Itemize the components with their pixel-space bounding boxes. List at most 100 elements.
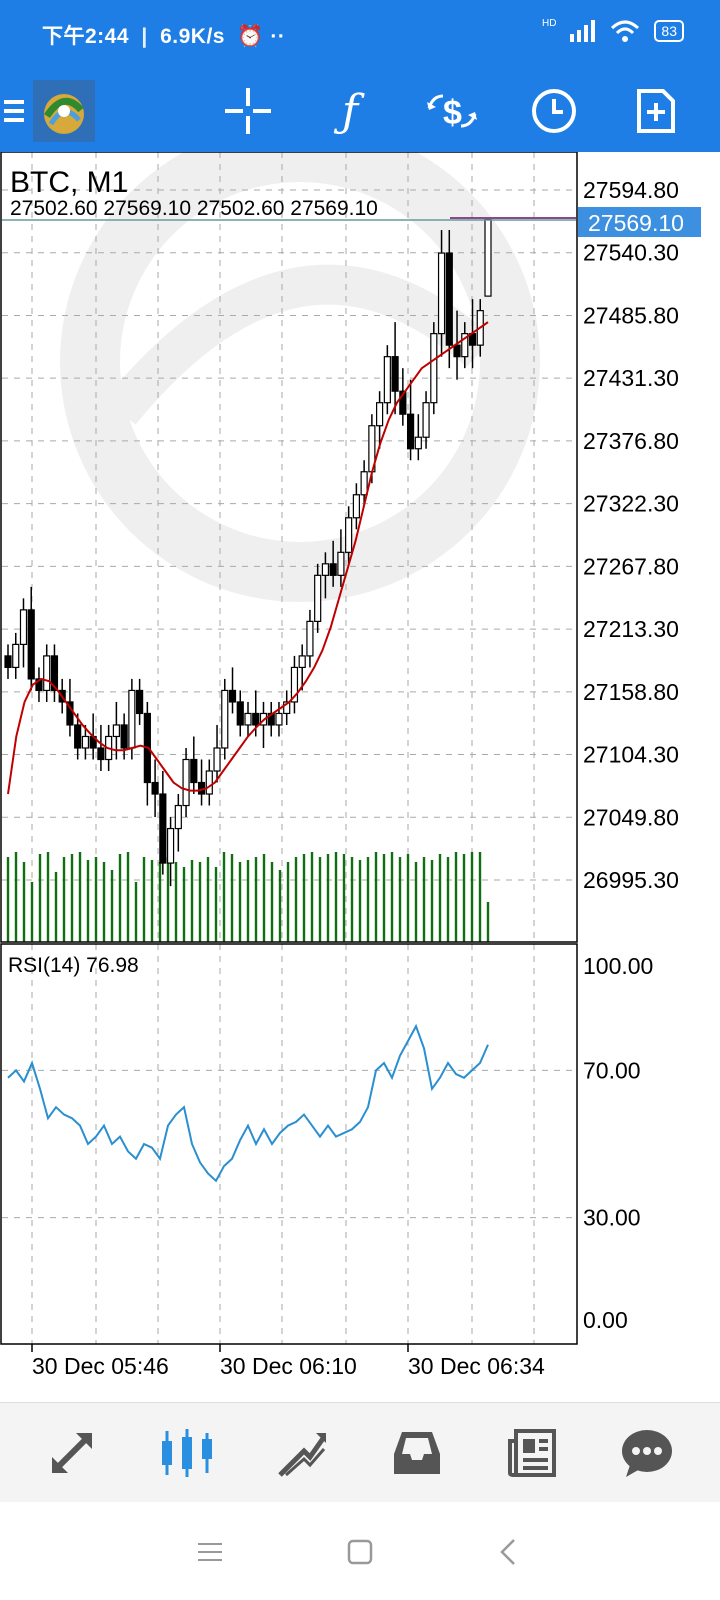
candle-body bbox=[120, 724, 128, 749]
volume-bar bbox=[366, 857, 370, 942]
messages-icon bbox=[622, 1430, 672, 1477]
chart-area[interactable]: 27594.80 27540.30 27485.80 27431.30 27376.80… bbox=[0, 122, 720, 1402]
price-tick-label: 26995.30 bbox=[583, 867, 679, 893]
volume-bar bbox=[14, 852, 18, 942]
chart-svg[interactable]: 27594.80 27540.30 27485.80 27431.30 27376.80… bbox=[0, 122, 720, 1402]
wifi-icon bbox=[611, 20, 640, 42]
volume-bar bbox=[174, 862, 178, 942]
volume-bar bbox=[454, 852, 458, 942]
volume-bar bbox=[6, 857, 10, 942]
candle-body bbox=[228, 689, 237, 703]
volume-bar bbox=[414, 862, 418, 942]
time-tick-label: 30 Dec 05:46 bbox=[32, 1353, 169, 1379]
nav-chart[interactable] bbox=[137, 1403, 237, 1503]
volume-bar bbox=[310, 852, 314, 942]
candle-body bbox=[283, 701, 291, 715]
volume-bar bbox=[318, 857, 322, 942]
nav-quotes[interactable] bbox=[22, 1403, 122, 1503]
volume-bar bbox=[470, 852, 474, 942]
back-icon bbox=[500, 1539, 515, 1565]
volume-bar bbox=[462, 854, 466, 942]
candle-body bbox=[306, 620, 314, 657]
menu-button[interactable] bbox=[0, 70, 30, 152]
candle-body bbox=[399, 390, 407, 415]
candle-body bbox=[112, 724, 120, 738]
volume-bar bbox=[350, 857, 354, 942]
candle-body bbox=[360, 471, 368, 496]
price-tick-label: 27431.30 bbox=[583, 365, 679, 391]
nav-trade[interactable] bbox=[252, 1403, 352, 1503]
news-icon bbox=[508, 1429, 556, 1477]
volume-bar bbox=[94, 857, 98, 942]
alarm-icon: ⏰ bbox=[237, 25, 264, 48]
nav-history[interactable] bbox=[367, 1403, 467, 1503]
candle-body bbox=[151, 781, 159, 795]
more-icon: ·· bbox=[270, 25, 286, 48]
volume-bar bbox=[230, 854, 234, 942]
time-tick-label: 30 Dec 06:34 bbox=[408, 1353, 545, 1379]
candle-body bbox=[414, 436, 422, 450]
bottom-navigation bbox=[0, 1402, 720, 1502]
candle-body bbox=[174, 804, 182, 830]
nav-news[interactable] bbox=[482, 1403, 582, 1503]
home-button[interactable] bbox=[340, 1532, 380, 1572]
volume-bar bbox=[254, 857, 258, 942]
price-tick-label: 27049.80 bbox=[583, 804, 679, 830]
nav-messages[interactable] bbox=[597, 1403, 697, 1503]
menu-icon bbox=[4, 100, 24, 122]
status-bar: 下午2:44 | 6.9K/s ⏰ ·· HD 83 bbox=[0, 0, 720, 70]
candle-body bbox=[27, 609, 35, 680]
volume-bar bbox=[406, 854, 410, 942]
recent-apps-icon bbox=[198, 1543, 222, 1561]
indicator-icon: ƒ bbox=[341, 85, 359, 137]
volume-bar bbox=[478, 852, 482, 942]
volume-bar bbox=[158, 862, 162, 942]
volume-bar bbox=[342, 854, 346, 942]
candle-body bbox=[391, 356, 399, 392]
volume-bars bbox=[6, 852, 490, 942]
candle-body bbox=[166, 827, 175, 864]
ohlc-label: 27502.60 27569.10 27502.60 27569.10 bbox=[10, 197, 378, 220]
chart-frames bbox=[0, 151, 578, 1345]
candle-body bbox=[221, 689, 229, 749]
status-right: HD 83 bbox=[542, 18, 684, 42]
trade-button[interactable]: $ bbox=[422, 70, 482, 152]
candle-body bbox=[74, 724, 82, 749]
volume-bar bbox=[134, 882, 138, 942]
volume-bar bbox=[334, 852, 338, 942]
candle-body bbox=[190, 758, 198, 784]
candle-body bbox=[275, 712, 283, 726]
quotes-icon bbox=[51, 1432, 93, 1474]
new-order-button[interactable] bbox=[626, 70, 686, 152]
volume-bar bbox=[326, 854, 330, 942]
recent-apps-button[interactable] bbox=[190, 1532, 230, 1572]
timeframe-button[interactable] bbox=[524, 70, 584, 152]
watermark-logo bbox=[60, 122, 540, 602]
crosshair-button[interactable] bbox=[218, 70, 278, 152]
volume-bar bbox=[142, 857, 146, 942]
candle-body bbox=[97, 747, 105, 761]
price-axis: 27594.80 27540.30 27485.80 27431.30 27376.80… bbox=[583, 177, 679, 893]
time-axis: 30 Dec 05:46 30 Dec 06:10 30 Dec 06:34 bbox=[31, 1344, 545, 1379]
candle-body bbox=[236, 701, 244, 726]
system-navigation bbox=[0, 1502, 720, 1600]
history-icon bbox=[394, 1432, 440, 1474]
status-left: 下午2:44 | 6.9K/s ⏰ ·· bbox=[42, 25, 286, 48]
volume-bar bbox=[198, 862, 202, 942]
candle-body bbox=[66, 701, 74, 726]
trade-icon: $ bbox=[427, 94, 477, 132]
volume-bar bbox=[246, 860, 250, 942]
price-tick-label: 27267.80 bbox=[583, 553, 679, 579]
volume-bar bbox=[302, 854, 306, 942]
candle-body bbox=[314, 574, 322, 622]
chart-icon bbox=[162, 1429, 212, 1477]
volume-bar bbox=[62, 857, 66, 942]
candle-body bbox=[244, 712, 252, 726]
battery-level: 83 bbox=[661, 23, 677, 39]
volume-bar bbox=[278, 870, 282, 942]
back-button[interactable] bbox=[488, 1532, 528, 1572]
candle-body bbox=[50, 655, 59, 692]
volume-bar bbox=[70, 854, 74, 942]
candle-body bbox=[290, 666, 299, 703]
indicators-button[interactable]: ƒ bbox=[320, 70, 380, 152]
